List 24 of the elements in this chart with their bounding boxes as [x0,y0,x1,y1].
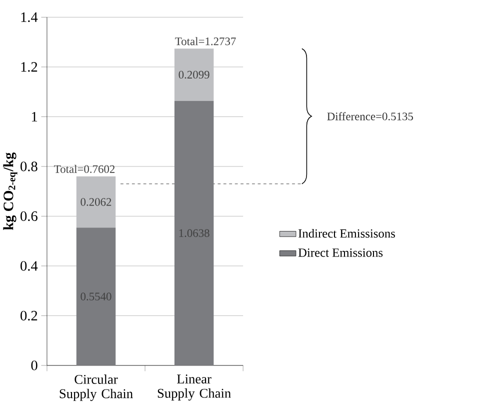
text: Difference=0.5135 [327,112,414,120]
bar [76,176,116,228]
total-label: Total=1.2737 [175,36,236,46]
y-tick-label: 1 [32,112,38,122]
y-tick-label: 1.2 [21,62,38,72]
y-tick-label: 1.4 [21,12,38,22]
data-label: 1.0638 [179,229,210,237]
y-tick-label: 0.6 [20,211,38,221]
y-tick-label: 0.8 [20,161,38,172]
data-label: 0.2062 [80,198,112,206]
x-tick-label: Linear Supply Chain [158,374,231,400]
legend-label: Direct Emissions [298,248,383,257]
data-label: 0.2099 [178,70,210,78]
y-tick-label: 0.4 [20,260,38,271]
y-tick-label: 0.2 [20,310,38,320]
bar [174,100,214,366]
bar [76,227,116,366]
y-axis-title: kg CO$_{2-eq}$/kg [3,152,18,230]
x-tick-label: Circular Supply Chain [60,374,133,401]
data-label: 0.5540 [80,292,112,300]
bar [174,48,214,101]
total-label: Total=0.7602 [54,164,115,173]
y-tick-label: 0 [31,360,38,370]
legend-label: Indirect Emissisons [298,228,395,238]
